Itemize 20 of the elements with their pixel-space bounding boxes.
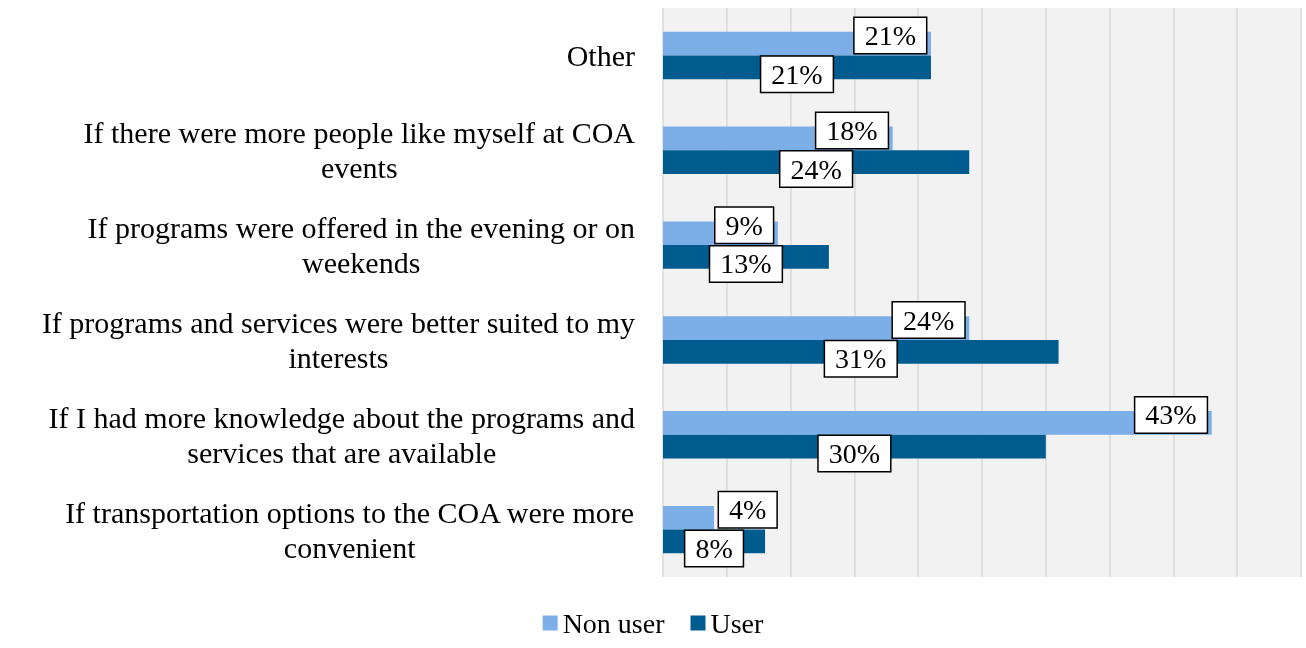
data-label: 9%: [725, 209, 763, 241]
data-label: 13%: [720, 248, 772, 280]
data-label: 8%: [695, 532, 733, 564]
data-label: 18%: [826, 114, 878, 146]
y-tick-label: If programs were offered in the evening or on weekends: [87, 211, 635, 280]
data-label: 30%: [828, 438, 881, 470]
y-tick-label: Other: [566, 38, 636, 72]
y-tick-label: If transportation options to the COA were more convenient: [65, 495, 635, 564]
data-label: 43%: [1145, 399, 1197, 431]
data-label: 31%: [835, 343, 887, 375]
data-label: 24%: [790, 153, 842, 185]
legend-label: Non user: [562, 607, 666, 639]
data-label: 4%: [729, 494, 767, 526]
legend-label: User: [710, 607, 765, 639]
data-label: 24%: [902, 304, 955, 336]
y-tick-label: If there were more people like myself at COA events: [83, 116, 636, 185]
data-label: 21%: [771, 58, 823, 90]
data-label: 21%: [864, 20, 916, 52]
y-tick-label: If I had more knowledge about the programs and services that are available: [48, 400, 635, 469]
y-tick-label: If programs and services were better suited to my interests: [41, 305, 636, 374]
